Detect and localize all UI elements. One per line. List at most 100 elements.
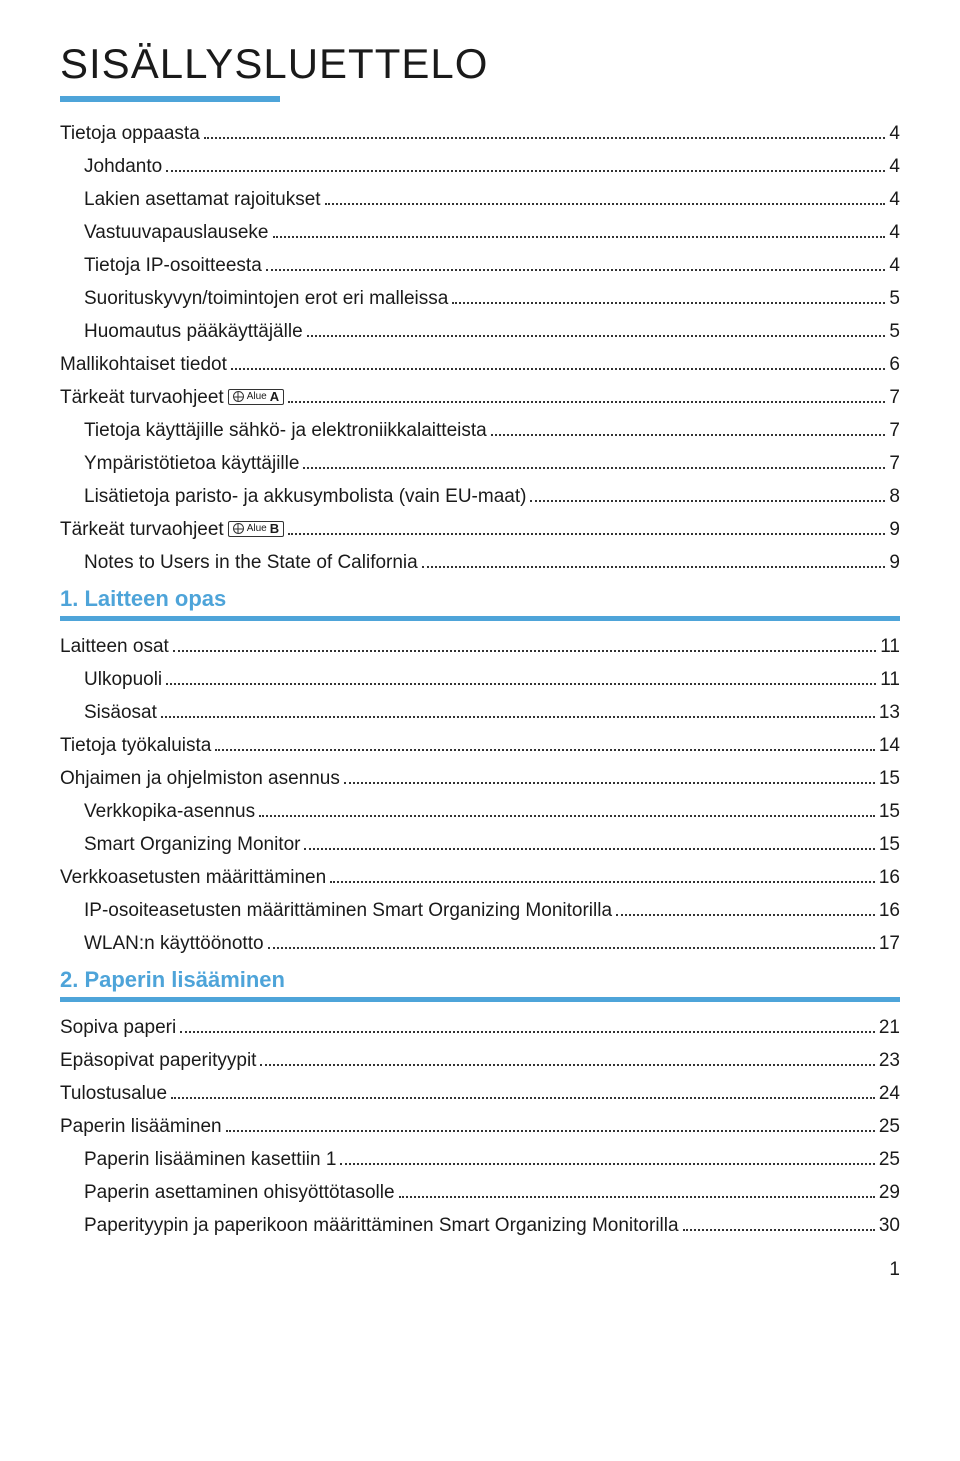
- toc-leader: [204, 137, 886, 139]
- toc-label-text: Lisätietoja paristo- ja akkusymbolista (…: [84, 487, 526, 506]
- toc-leader: [231, 368, 886, 370]
- page-title: SISÄLLYSLUETTELO: [60, 40, 900, 88]
- toc-label: Smart Organizing Monitor: [84, 835, 300, 854]
- toc-page: 13: [879, 703, 900, 722]
- toc-label: Ohjaimen ja ohjelmiston asennus: [60, 769, 340, 788]
- toc-leader: [268, 947, 875, 949]
- toc-label-text: Ympäristötietoa käyttäjille: [84, 454, 299, 473]
- toc-page: 4: [889, 157, 900, 176]
- toc-label: Tulostusalue: [60, 1084, 167, 1103]
- toc-label-text: Huomautus pääkäyttäjälle: [84, 322, 303, 341]
- toc-label-text: Epäsopivat paperityypit: [60, 1051, 256, 1070]
- toc-leader: [166, 170, 885, 172]
- toc-page: 15: [879, 835, 900, 854]
- toc-page: 4: [889, 256, 900, 275]
- toc-label-text: Sisäosat: [84, 703, 157, 722]
- toc-label: Tärkeät turvaohjeet AlueB: [60, 520, 284, 539]
- toc-label: Ulkopuoli: [84, 670, 162, 689]
- toc-leader: [530, 500, 885, 502]
- region-badge-letter: A: [270, 390, 279, 403]
- title-underline: [60, 96, 280, 102]
- toc-leader: [166, 683, 876, 685]
- page-number: 1: [60, 1259, 900, 1281]
- toc-label: Vastuuvapauslauseke: [84, 223, 269, 242]
- toc-label: WLAN:n käyttöönotto: [84, 934, 264, 953]
- toc-row: Suorituskyvyn/toimintojen erot eri malle…: [60, 289, 900, 308]
- toc-label: Paperin lisääminen: [60, 1117, 222, 1136]
- toc-label-text: Vastuuvapauslauseke: [84, 223, 269, 242]
- region-badge: AlueA: [228, 389, 284, 405]
- toc-label-text: Suorituskyvyn/toimintojen erot eri malle…: [84, 289, 448, 308]
- section-underline: [60, 997, 900, 1002]
- toc-label-text: Tulostusalue: [60, 1084, 167, 1103]
- toc-leader: [330, 881, 875, 883]
- toc-label-text: Verkkoasetusten määrittäminen: [60, 868, 326, 887]
- toc-row: Smart Organizing Monitor 15: [60, 835, 900, 854]
- toc-row: Verkkopika-asennus15: [60, 802, 900, 821]
- region-badge-label: Alue: [247, 524, 267, 534]
- toc-label: Suorituskyvyn/toimintojen erot eri malle…: [84, 289, 448, 308]
- toc-page: 7: [889, 454, 900, 473]
- toc-leader: [340, 1163, 874, 1165]
- toc-row: Paperin lisääminen kasettiin 1 25: [60, 1150, 900, 1169]
- toc-page: 16: [879, 901, 900, 920]
- toc-leader: [226, 1130, 875, 1132]
- toc-page: 25: [879, 1150, 900, 1169]
- toc-label-text: IP-osoiteasetusten määrittäminen Smart O…: [84, 901, 612, 920]
- toc-label: Ympäristötietoa käyttäjille: [84, 454, 299, 473]
- toc-page: 21: [879, 1018, 900, 1037]
- toc-label-text: Paperin lisääminen kasettiin 1: [84, 1150, 336, 1169]
- toc-label: Paperin asettaminen ohisyöttötasolle: [84, 1183, 395, 1202]
- toc-row: Tietoja IP-osoitteesta 4: [60, 256, 900, 275]
- toc-label: Sopiva paperi: [60, 1018, 176, 1037]
- toc-label: Notes to Users in the State of Californi…: [84, 553, 418, 572]
- section-header: 1. Laitteen opas: [60, 586, 900, 612]
- toc-row: Sisäosat 13: [60, 703, 900, 722]
- region-badge: AlueB: [228, 521, 284, 537]
- toc-label-text: Sopiva paperi: [60, 1018, 176, 1037]
- toc-label: Sisäosat: [84, 703, 157, 722]
- toc-label: Verkkoasetusten määrittäminen: [60, 868, 326, 887]
- toc-label-text: Paperin asettaminen ohisyöttötasolle: [84, 1183, 395, 1202]
- toc-page: 8: [889, 487, 900, 506]
- toc-leader: [616, 914, 875, 916]
- toc-label: Paperin lisääminen kasettiin 1: [84, 1150, 336, 1169]
- toc-leader: [180, 1031, 875, 1033]
- toc-label-text: Lakien asettamat rajoitukset: [84, 190, 321, 209]
- toc-label-text: Verkkopika-asennus: [84, 802, 255, 821]
- toc-leader: [303, 467, 885, 469]
- toc-leader: [325, 203, 886, 205]
- toc-label: Verkkopika-asennus: [84, 802, 255, 821]
- toc-label-text: Smart Organizing Monitor: [84, 835, 300, 854]
- toc-page: 17: [879, 934, 900, 953]
- toc-page: 7: [889, 421, 900, 440]
- toc-row: IP-osoiteasetusten määrittäminen Smart O…: [60, 901, 900, 920]
- toc-row: Johdanto4: [60, 157, 900, 176]
- toc-page: 6: [889, 355, 900, 374]
- region-badge-letter: B: [270, 522, 279, 535]
- toc-row: Paperityypin ja paperikoon määrittäminen…: [60, 1216, 900, 1235]
- toc-page: 9: [889, 553, 900, 572]
- globe-icon: [233, 523, 244, 534]
- toc-row: Tärkeät turvaohjeet AlueB9: [60, 520, 900, 539]
- toc-leader: [259, 815, 875, 817]
- toc-page: 5: [889, 322, 900, 341]
- toc-leader: [452, 302, 885, 304]
- toc-label: IP-osoiteasetusten määrittäminen Smart O…: [84, 901, 612, 920]
- toc-label: Lakien asettamat rajoitukset: [84, 190, 321, 209]
- toc-page: 14: [879, 736, 900, 755]
- toc-leader: [215, 749, 874, 751]
- toc-row: Tietoja oppaasta4: [60, 124, 900, 143]
- toc-page: 30: [879, 1216, 900, 1235]
- toc-row: Paperin asettaminen ohisyöttötasolle29: [60, 1183, 900, 1202]
- toc-leader: [344, 782, 875, 784]
- section-header: 2. Paperin lisääminen: [60, 967, 900, 993]
- toc-label: Laitteen osat: [60, 637, 169, 656]
- table-of-contents: Tietoja oppaasta4 Johdanto4 Lakien asettam…: [60, 124, 900, 1235]
- toc-row: Lisätietoja paristo- ja akkusymbolista (…: [60, 487, 900, 506]
- toc-page: 25: [879, 1117, 900, 1136]
- toc-row: Tietoja käyttäjille sähkö- ja elektronii…: [60, 421, 900, 440]
- globe-icon: [233, 391, 244, 402]
- toc-page: 16: [879, 868, 900, 887]
- toc-label: Tietoja IP-osoitteesta: [84, 256, 262, 275]
